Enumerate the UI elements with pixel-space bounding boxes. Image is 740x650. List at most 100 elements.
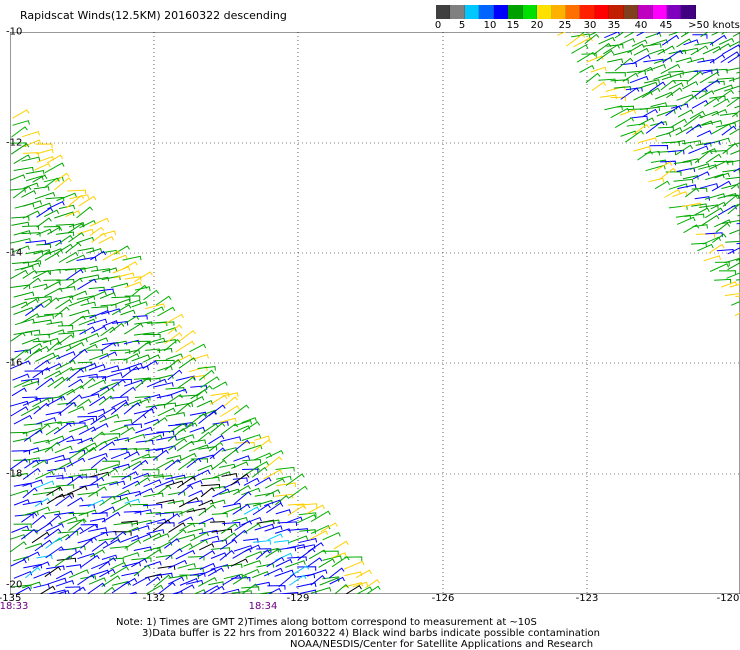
wind-barb <box>110 282 129 288</box>
wind-barb <box>705 173 725 181</box>
wind-barb <box>345 585 362 594</box>
wind-barb <box>54 211 75 219</box>
wind-barb <box>102 320 119 327</box>
wind-barb <box>111 475 132 481</box>
wind-barb <box>68 378 84 388</box>
wind-barb <box>127 591 137 594</box>
wind-barb <box>603 44 621 55</box>
wind-barb <box>637 137 657 144</box>
wind-barb <box>234 442 255 447</box>
wind-barb <box>134 509 152 514</box>
wind-barb <box>86 247 103 254</box>
wind-barb <box>22 130 40 138</box>
wind-barb <box>695 142 712 147</box>
wind-barb <box>653 57 673 64</box>
wind-barb <box>307 557 323 567</box>
wind-barb <box>233 455 251 462</box>
wind-barb <box>22 551 40 560</box>
wind-barb <box>124 498 140 504</box>
wind-barb <box>187 413 207 427</box>
wind-barb <box>188 490 204 498</box>
wind-barb <box>352 581 369 588</box>
wind-barb <box>90 456 108 469</box>
scale-swatch <box>580 5 595 19</box>
wind-barb <box>614 57 634 72</box>
wind-barb <box>633 47 650 56</box>
wind-barb <box>590 66 607 73</box>
wind-barb <box>726 96 740 108</box>
wind-barb <box>35 298 52 308</box>
wind-barb <box>46 341 62 353</box>
wind-barb <box>111 367 131 373</box>
wind-barb <box>199 550 216 560</box>
scale-label: >50 knots <box>688 20 740 31</box>
wind-barb <box>355 569 372 579</box>
wind-barb <box>682 81 699 90</box>
wind-barb <box>124 539 142 549</box>
wind-barb <box>78 318 96 326</box>
wind-barb <box>145 584 164 594</box>
wind-barb <box>91 268 111 273</box>
wind-barb <box>45 411 62 416</box>
wind-barb <box>65 394 83 406</box>
wind-barb <box>112 489 131 499</box>
wind-barb <box>233 425 251 433</box>
wind-barb <box>711 68 728 74</box>
scale-swatch <box>638 5 653 19</box>
wind-barb <box>13 414 33 425</box>
wind-barb <box>310 586 332 594</box>
wind-barb <box>54 243 74 255</box>
wind-barb <box>33 202 52 210</box>
wind-barb <box>275 558 293 567</box>
wind-barb <box>10 406 29 417</box>
wind-barb <box>727 247 740 255</box>
wind-barb <box>111 580 130 586</box>
wind-barb <box>152 449 169 461</box>
wind-barb <box>285 473 305 487</box>
wind-barb <box>25 250 44 255</box>
wind-barb <box>297 548 316 561</box>
wind-barb <box>91 423 109 433</box>
wind-barb <box>68 406 85 414</box>
wind-barb <box>190 531 210 542</box>
wind-barb <box>76 236 95 244</box>
wind-barb <box>731 96 740 99</box>
wind-barb <box>365 579 381 589</box>
wind-barb <box>276 482 297 488</box>
wind-barb <box>39 585 56 594</box>
wind-barb <box>111 581 132 594</box>
wind-barb <box>198 504 216 517</box>
wind-barb <box>331 556 350 568</box>
wind-barb <box>189 426 206 433</box>
wind-barb <box>683 114 703 128</box>
wind-barb <box>46 321 63 326</box>
scale-swatch <box>681 5 696 19</box>
wind-barb <box>69 194 90 200</box>
wind-barb <box>645 121 665 134</box>
wind-barb <box>66 277 83 288</box>
wind-barb <box>32 270 51 279</box>
wind-barb <box>620 62 637 68</box>
wind-barb <box>22 500 43 506</box>
wind-barb <box>102 460 120 466</box>
wind-barb <box>289 565 310 577</box>
wind-barb <box>100 342 117 352</box>
wind-barb <box>109 322 125 334</box>
wind-barb <box>649 81 666 93</box>
wind-barb <box>55 359 76 371</box>
wind-barb <box>55 579 75 587</box>
wind-barb <box>155 374 174 380</box>
wind-barb <box>253 581 271 587</box>
wind-barb <box>21 156 41 162</box>
scale-label: 40 <box>634 20 648 31</box>
wind-barb <box>557 32 573 36</box>
wind-barb <box>721 281 738 288</box>
wind-barb <box>684 187 700 198</box>
wind-barb <box>233 485 251 496</box>
wind-barb <box>650 120 668 127</box>
wind-barb <box>78 476 98 481</box>
scale-label: 5 <box>458 20 466 31</box>
wind-barb <box>21 529 38 535</box>
wind-barb <box>98 365 120 372</box>
wind-barb <box>135 439 154 445</box>
